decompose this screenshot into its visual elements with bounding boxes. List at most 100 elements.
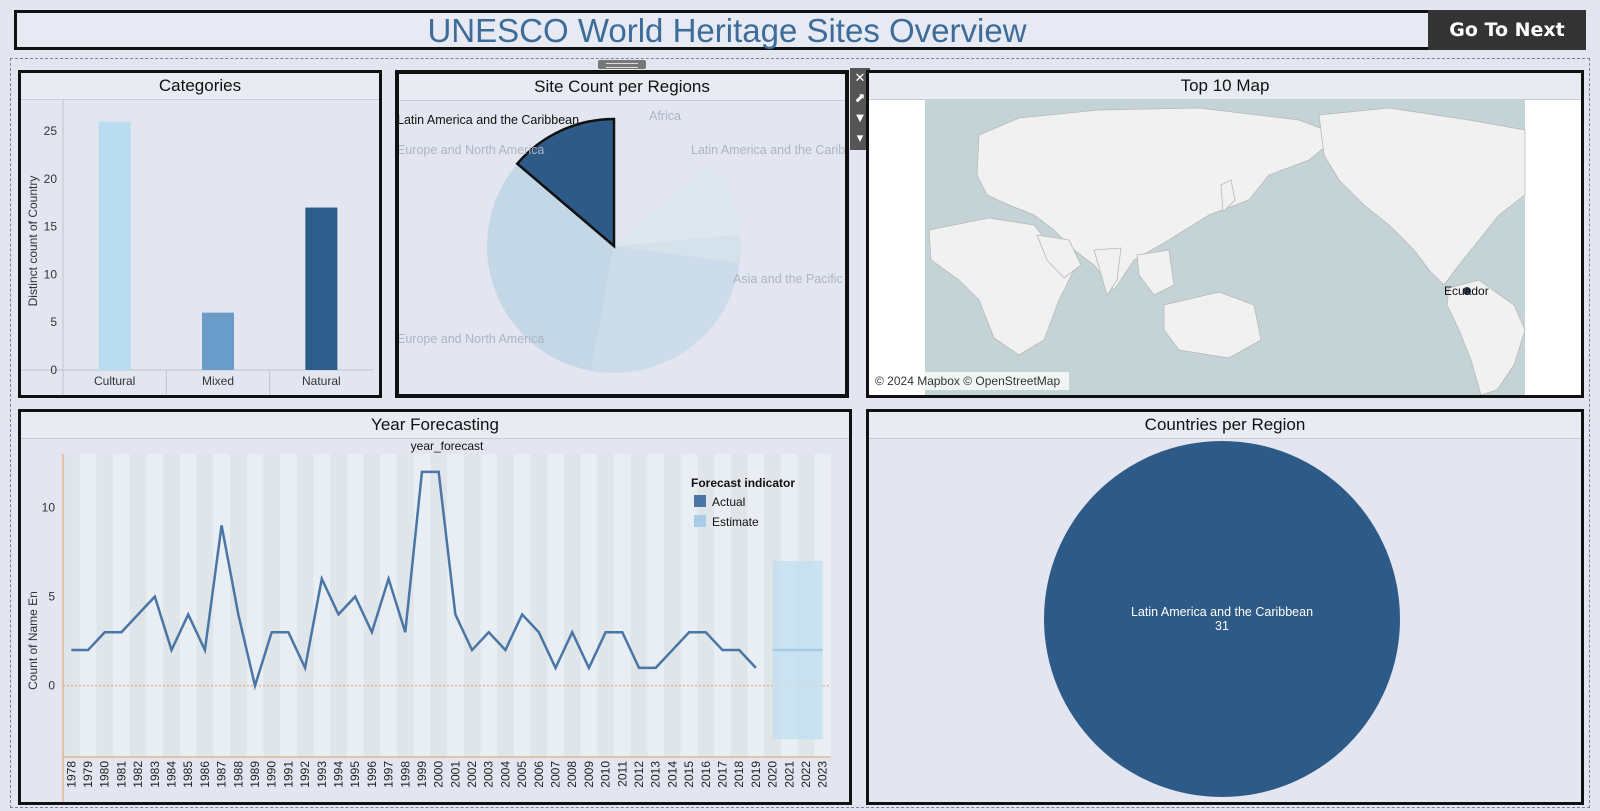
x-tick-label: 1988 <box>231 761 245 788</box>
x-tick-label: 2020 <box>766 761 780 788</box>
x-tick-label: 2013 <box>649 761 663 788</box>
actual-line <box>71 470 757 691</box>
slice-label: Latin America and the Caribbean <box>691 143 845 157</box>
x-tick-label: 1998 <box>398 761 412 788</box>
x-tick-label: 2012 <box>632 761 646 788</box>
worksheet-toolbar: ✕ ⬈ ▼ ▾ <box>850 68 870 150</box>
x-tick-label: 1997 <box>382 761 396 788</box>
categories-bar-chart: 0 5 10 15 20 25 Distinct count of Country Cultu… <box>21 100 373 395</box>
x-tick-label: 1989 <box>248 761 262 788</box>
slice-label: Europe and North America <box>399 143 544 157</box>
legend-swatch-estimate <box>694 515 706 527</box>
year-band <box>263 454 281 757</box>
x-tick-label: 2000 <box>432 761 446 788</box>
y-tick-label: 20 <box>44 172 58 186</box>
x-tick-label: 1981 <box>114 761 128 788</box>
year-band <box>597 454 614 757</box>
map-title: Top 10 Map <box>869 73 1581 100</box>
year-band <box>330 454 347 757</box>
pie-slice <box>614 163 741 246</box>
x-tick-label: 1982 <box>131 761 145 788</box>
open-icon[interactable]: ⬈ <box>854 90 866 105</box>
year-band <box>129 454 147 757</box>
x-tick-label: 2001 <box>448 761 462 788</box>
slice-value: 31 <box>1215 619 1229 633</box>
year-band <box>730 454 748 757</box>
pie-slice-highlighted <box>515 117 616 249</box>
x-tick-label: 1990 <box>265 761 279 788</box>
world-map[interactable]: Ecuador © 2024 Mapbox © OpenStreetMap <box>869 100 1581 395</box>
categories-title: Categories <box>21 73 379 100</box>
filter-icon[interactable]: ▼ <box>853 110 867 125</box>
slice-label: Europe and North America <box>399 332 544 346</box>
forecast-line-chart: year_forecast 0 5 10 Count of Name En 1978 197… <box>26 439 831 802</box>
more-options-icon[interactable]: ▾ <box>856 130 864 145</box>
x-tick-label: 2014 <box>665 761 679 788</box>
go-to-next-button[interactable]: Go To Next <box>1428 10 1586 50</box>
year-band <box>396 454 414 757</box>
x-tick-label: 1984 <box>165 761 179 788</box>
x-tick-label: Natural <box>302 374 341 388</box>
countries-title: Countries per Region <box>869 412 1581 439</box>
map-land <box>928 107 1526 395</box>
site-count-title: Site Count per Regions <box>399 74 845 101</box>
categories-panel: Categories 0 5 10 15 20 25 Distinct count of C… <box>18 70 382 398</box>
x-tick-label: 1992 <box>298 761 312 788</box>
ecuador-label: Ecuador <box>1444 284 1489 298</box>
x-tick-label: 1986 <box>198 761 212 788</box>
close-icon[interactable]: ✕ <box>854 70 866 85</box>
x-tick-label: 1999 <box>415 761 429 788</box>
year-band <box>96 454 114 757</box>
map-panel: Top 10 Map Ecuador © 2024 Mapbox <box>866 70 1584 398</box>
x-tick-label: 2004 <box>498 761 512 788</box>
slice-label: Africa <box>649 109 681 123</box>
x-tick-label: 1991 <box>281 761 295 788</box>
y-tick-label: 15 <box>44 220 58 234</box>
x-tick-label: 1987 <box>215 761 229 788</box>
year-band <box>664 454 681 757</box>
map-attribution[interactable]: © 2024 Mapbox © OpenStreetMap <box>875 374 1060 388</box>
x-tick-label: 1983 <box>148 761 162 788</box>
x-tick-label: 1994 <box>331 761 345 788</box>
pie-slice <box>591 246 740 373</box>
y-tick-label: 5 <box>48 590 55 604</box>
x-tick-label: 2022 <box>799 761 813 788</box>
year-band <box>463 454 481 757</box>
y-tick-label: 0 <box>50 363 57 377</box>
drag-handle[interactable] <box>598 60 646 69</box>
ecuador-marker[interactable] <box>1463 287 1471 295</box>
year-band <box>697 454 715 757</box>
x-tick-label: 1980 <box>98 761 112 788</box>
year-band <box>563 454 581 757</box>
legend-title: Forecast indicator <box>691 476 795 490</box>
x-tick-label: 2009 <box>582 761 596 788</box>
x-tick-label: 2011 <box>615 761 629 787</box>
slice-label: Asia and the Pacific <box>733 272 843 286</box>
x-tick-label: 2021 <box>782 761 796 788</box>
x-tick-label: 1979 <box>81 761 95 788</box>
x-tick-label: 2023 <box>816 761 830 788</box>
site-count-pie-chart: Latin America and the Caribbean Africa Lat… <box>399 109 845 373</box>
forecast-header: year_forecast <box>411 439 484 453</box>
y-tick-label: 5 <box>50 315 57 329</box>
x-tick-label: 2008 <box>565 761 579 788</box>
y-axis-title: Count of Name En <box>26 591 40 690</box>
dashboard-title-bar: UNESCO World Heritage Sites Overview <box>14 10 1586 50</box>
x-tick-label: 2010 <box>599 761 613 788</box>
x-tick-label: 2018 <box>732 761 746 788</box>
x-tick-label: 2006 <box>532 761 546 788</box>
countries-panel: Countries per Region Latin America and t… <box>866 409 1584 805</box>
x-tick-label: 2016 <box>699 761 713 788</box>
year-band <box>430 454 447 757</box>
bar-cultural <box>98 121 131 370</box>
site-count-panel[interactable]: Site Count per Regions Latin America and… <box>395 70 849 398</box>
x-tick-label: 1978 <box>64 761 78 788</box>
x-tick-label: 1996 <box>365 761 379 788</box>
x-tick-label: 2003 <box>482 761 496 788</box>
year-band <box>630 454 648 757</box>
region-pie-slice <box>1044 441 1400 797</box>
y-tick-label: 0 <box>48 679 55 693</box>
bar-mixed <box>202 312 234 370</box>
y-tick-label: 10 <box>42 500 56 514</box>
bar-natural <box>305 207 338 370</box>
